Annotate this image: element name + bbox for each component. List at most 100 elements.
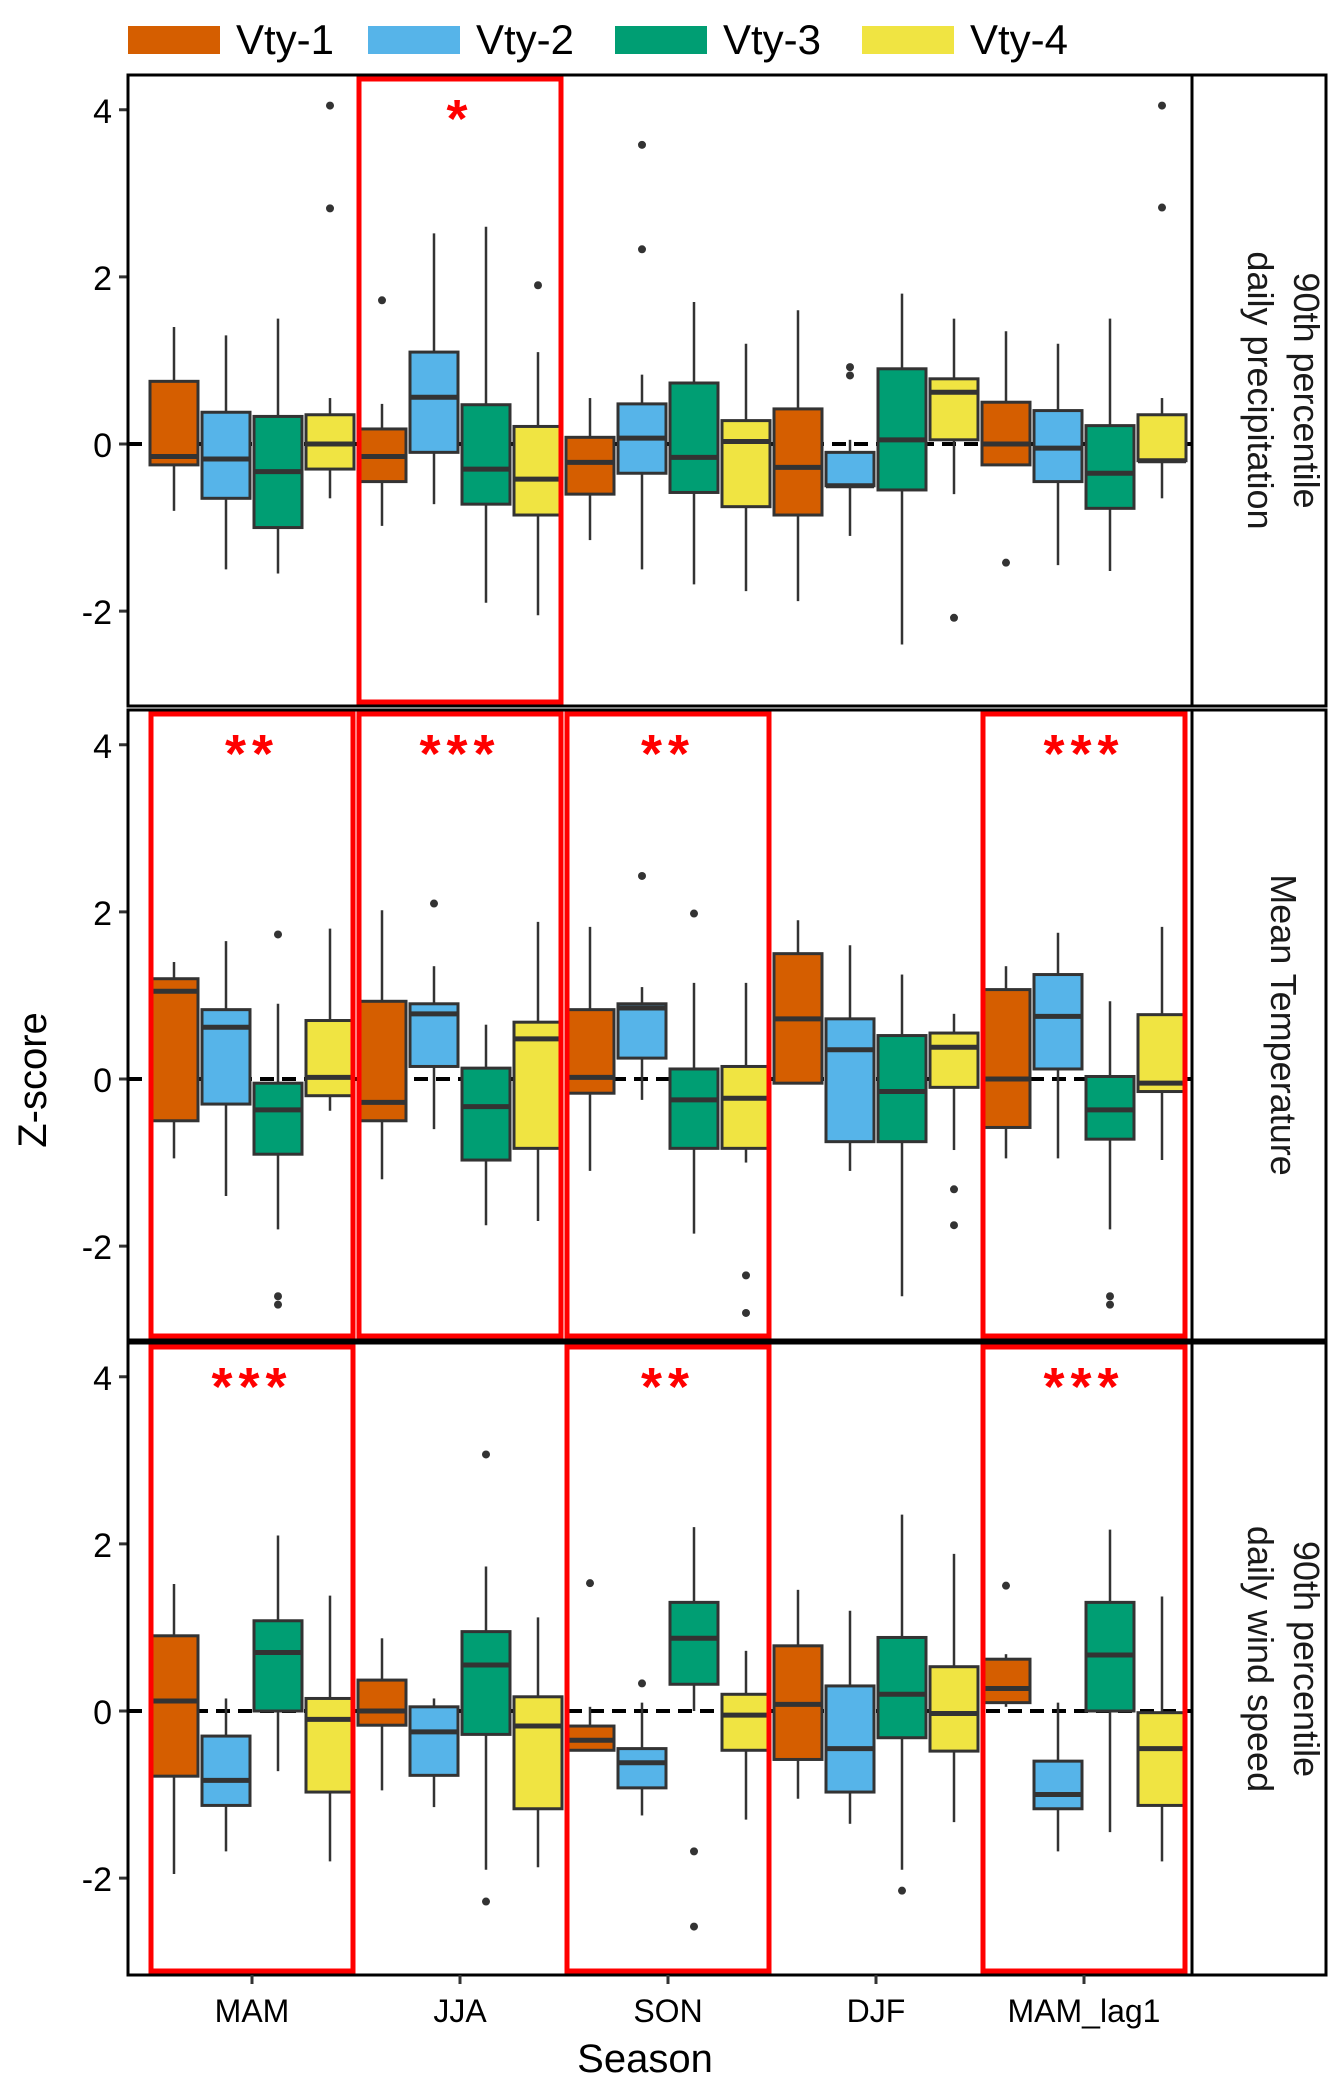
- box-vty-4: [512, 1617, 564, 1868]
- box-vty-1: [564, 926, 616, 1171]
- box-vty-4: [304, 928, 356, 1111]
- box-iqr: [512, 1695, 564, 1811]
- outlier-point: [638, 140, 646, 149]
- legend-item: Vty-2: [368, 16, 574, 63]
- box-vty-2: [408, 1698, 460, 1808]
- legend-label: Vty-4: [970, 16, 1068, 63]
- y-tick-label: 0: [93, 1694, 112, 1732]
- box-vty-1: [356, 296, 408, 526]
- box-vty-2: [200, 335, 252, 570]
- box-iqr: [512, 1020, 564, 1150]
- outlier-point: [534, 281, 542, 290]
- y-tick-label: 0: [93, 1062, 112, 1100]
- box-iqr: [668, 1067, 720, 1150]
- x-tick-label: DJF: [847, 1993, 906, 2029]
- box-iqr: [1084, 424, 1136, 510]
- outlier-point: [742, 1271, 750, 1280]
- strip-box: [1190, 708, 1328, 1342]
- box-iqr: [720, 1692, 772, 1752]
- significance-highlight-box: [980, 711, 1188, 1339]
- box-vty-1: [772, 1589, 824, 1799]
- outlier-point: [950, 613, 958, 622]
- box-iqr: [616, 1747, 668, 1790]
- legend-swatch: [862, 26, 954, 54]
- significance-stars: ***: [419, 724, 500, 784]
- box-iqr: [148, 977, 200, 1123]
- box-vty-1: [148, 327, 200, 511]
- box-iqr: [876, 1034, 928, 1144]
- box-vty-3: [252, 930, 304, 1309]
- legend-swatch: [128, 26, 220, 54]
- box-vty-1: [356, 1638, 408, 1791]
- box-iqr: [668, 381, 720, 494]
- box-vty-4: [1136, 1596, 1188, 1862]
- box-iqr: [1136, 1711, 1188, 1807]
- legend-swatch: [368, 26, 460, 54]
- box-iqr: [252, 1081, 304, 1156]
- box-vty-3: [876, 1514, 928, 1895]
- box-iqr: [1032, 973, 1084, 1071]
- box-vty-4: [720, 1650, 772, 1820]
- box-iqr: [408, 1705, 460, 1777]
- box-vty-2: [824, 1610, 876, 1824]
- outlier-point: [1002, 1581, 1010, 1590]
- y-tick-label: 4: [93, 728, 112, 766]
- box-vty-2: [200, 1698, 252, 1852]
- box-vty-3: [876, 974, 928, 1297]
- box-iqr: [460, 1066, 512, 1162]
- box-iqr: [928, 377, 980, 442]
- outlier-point: [482, 1450, 490, 1459]
- x-axis: MAM JJA SON DJF MAM_lag1: [215, 1975, 1160, 2029]
- box-iqr: [1136, 413, 1188, 463]
- box-vty-3: [252, 318, 304, 574]
- y-tick-label: 4: [93, 93, 112, 131]
- box-iqr: [304, 1696, 356, 1794]
- box-iqr: [980, 400, 1032, 467]
- y-axis-title: Z-score: [11, 1012, 55, 1148]
- box-iqr: [200, 410, 252, 500]
- outlier-point: [274, 930, 282, 939]
- box-vty-2: [1032, 1702, 1084, 1852]
- legend-label: Vty-1: [236, 16, 334, 63]
- outlier-point: [1158, 203, 1166, 212]
- box-iqr: [616, 1002, 668, 1060]
- box-iqr: [564, 1008, 616, 1095]
- significance-stars: ***: [1043, 724, 1124, 784]
- box-vty-1: [564, 398, 616, 541]
- box-vty-2: [824, 945, 876, 1171]
- x-axis-title: Season: [577, 2037, 713, 2081]
- box-vty-2: [616, 140, 668, 570]
- box-iqr: [824, 1684, 876, 1794]
- y-tick-label: 2: [93, 260, 112, 298]
- significance-stars: **: [225, 724, 279, 784]
- box-iqr: [148, 1634, 200, 1778]
- box-iqr: [928, 1665, 980, 1753]
- significance-stars: ***: [1043, 1357, 1124, 1417]
- significance-stars: **: [641, 724, 695, 784]
- outlier-point: [898, 1886, 906, 1895]
- box-vty-1: [772, 310, 824, 602]
- strip-box: [1190, 73, 1328, 708]
- box-iqr: [928, 1031, 980, 1089]
- significance-highlight-box: [148, 1344, 356, 1974]
- legend-swatch: [615, 26, 707, 54]
- box-iqr: [252, 1619, 304, 1713]
- strip-box: [1190, 1341, 1328, 1977]
- box-iqr: [876, 1635, 928, 1740]
- outlier-point: [1106, 1300, 1114, 1309]
- box-iqr: [824, 450, 876, 488]
- box-vty-4: [928, 1553, 980, 1823]
- box-vty-2: [408, 899, 460, 1130]
- box-iqr: [200, 1008, 252, 1106]
- box-vty-4: [720, 343, 772, 592]
- significance-stars: **: [641, 1357, 695, 1417]
- outlier-point: [274, 1300, 282, 1309]
- box-vty-1: [980, 331, 1032, 567]
- outlier-point: [950, 1185, 958, 1194]
- significance-stars: ***: [211, 1357, 292, 1417]
- y-tick-label: -2: [82, 1229, 112, 1267]
- x-tick-label: MAM: [215, 1993, 290, 2029]
